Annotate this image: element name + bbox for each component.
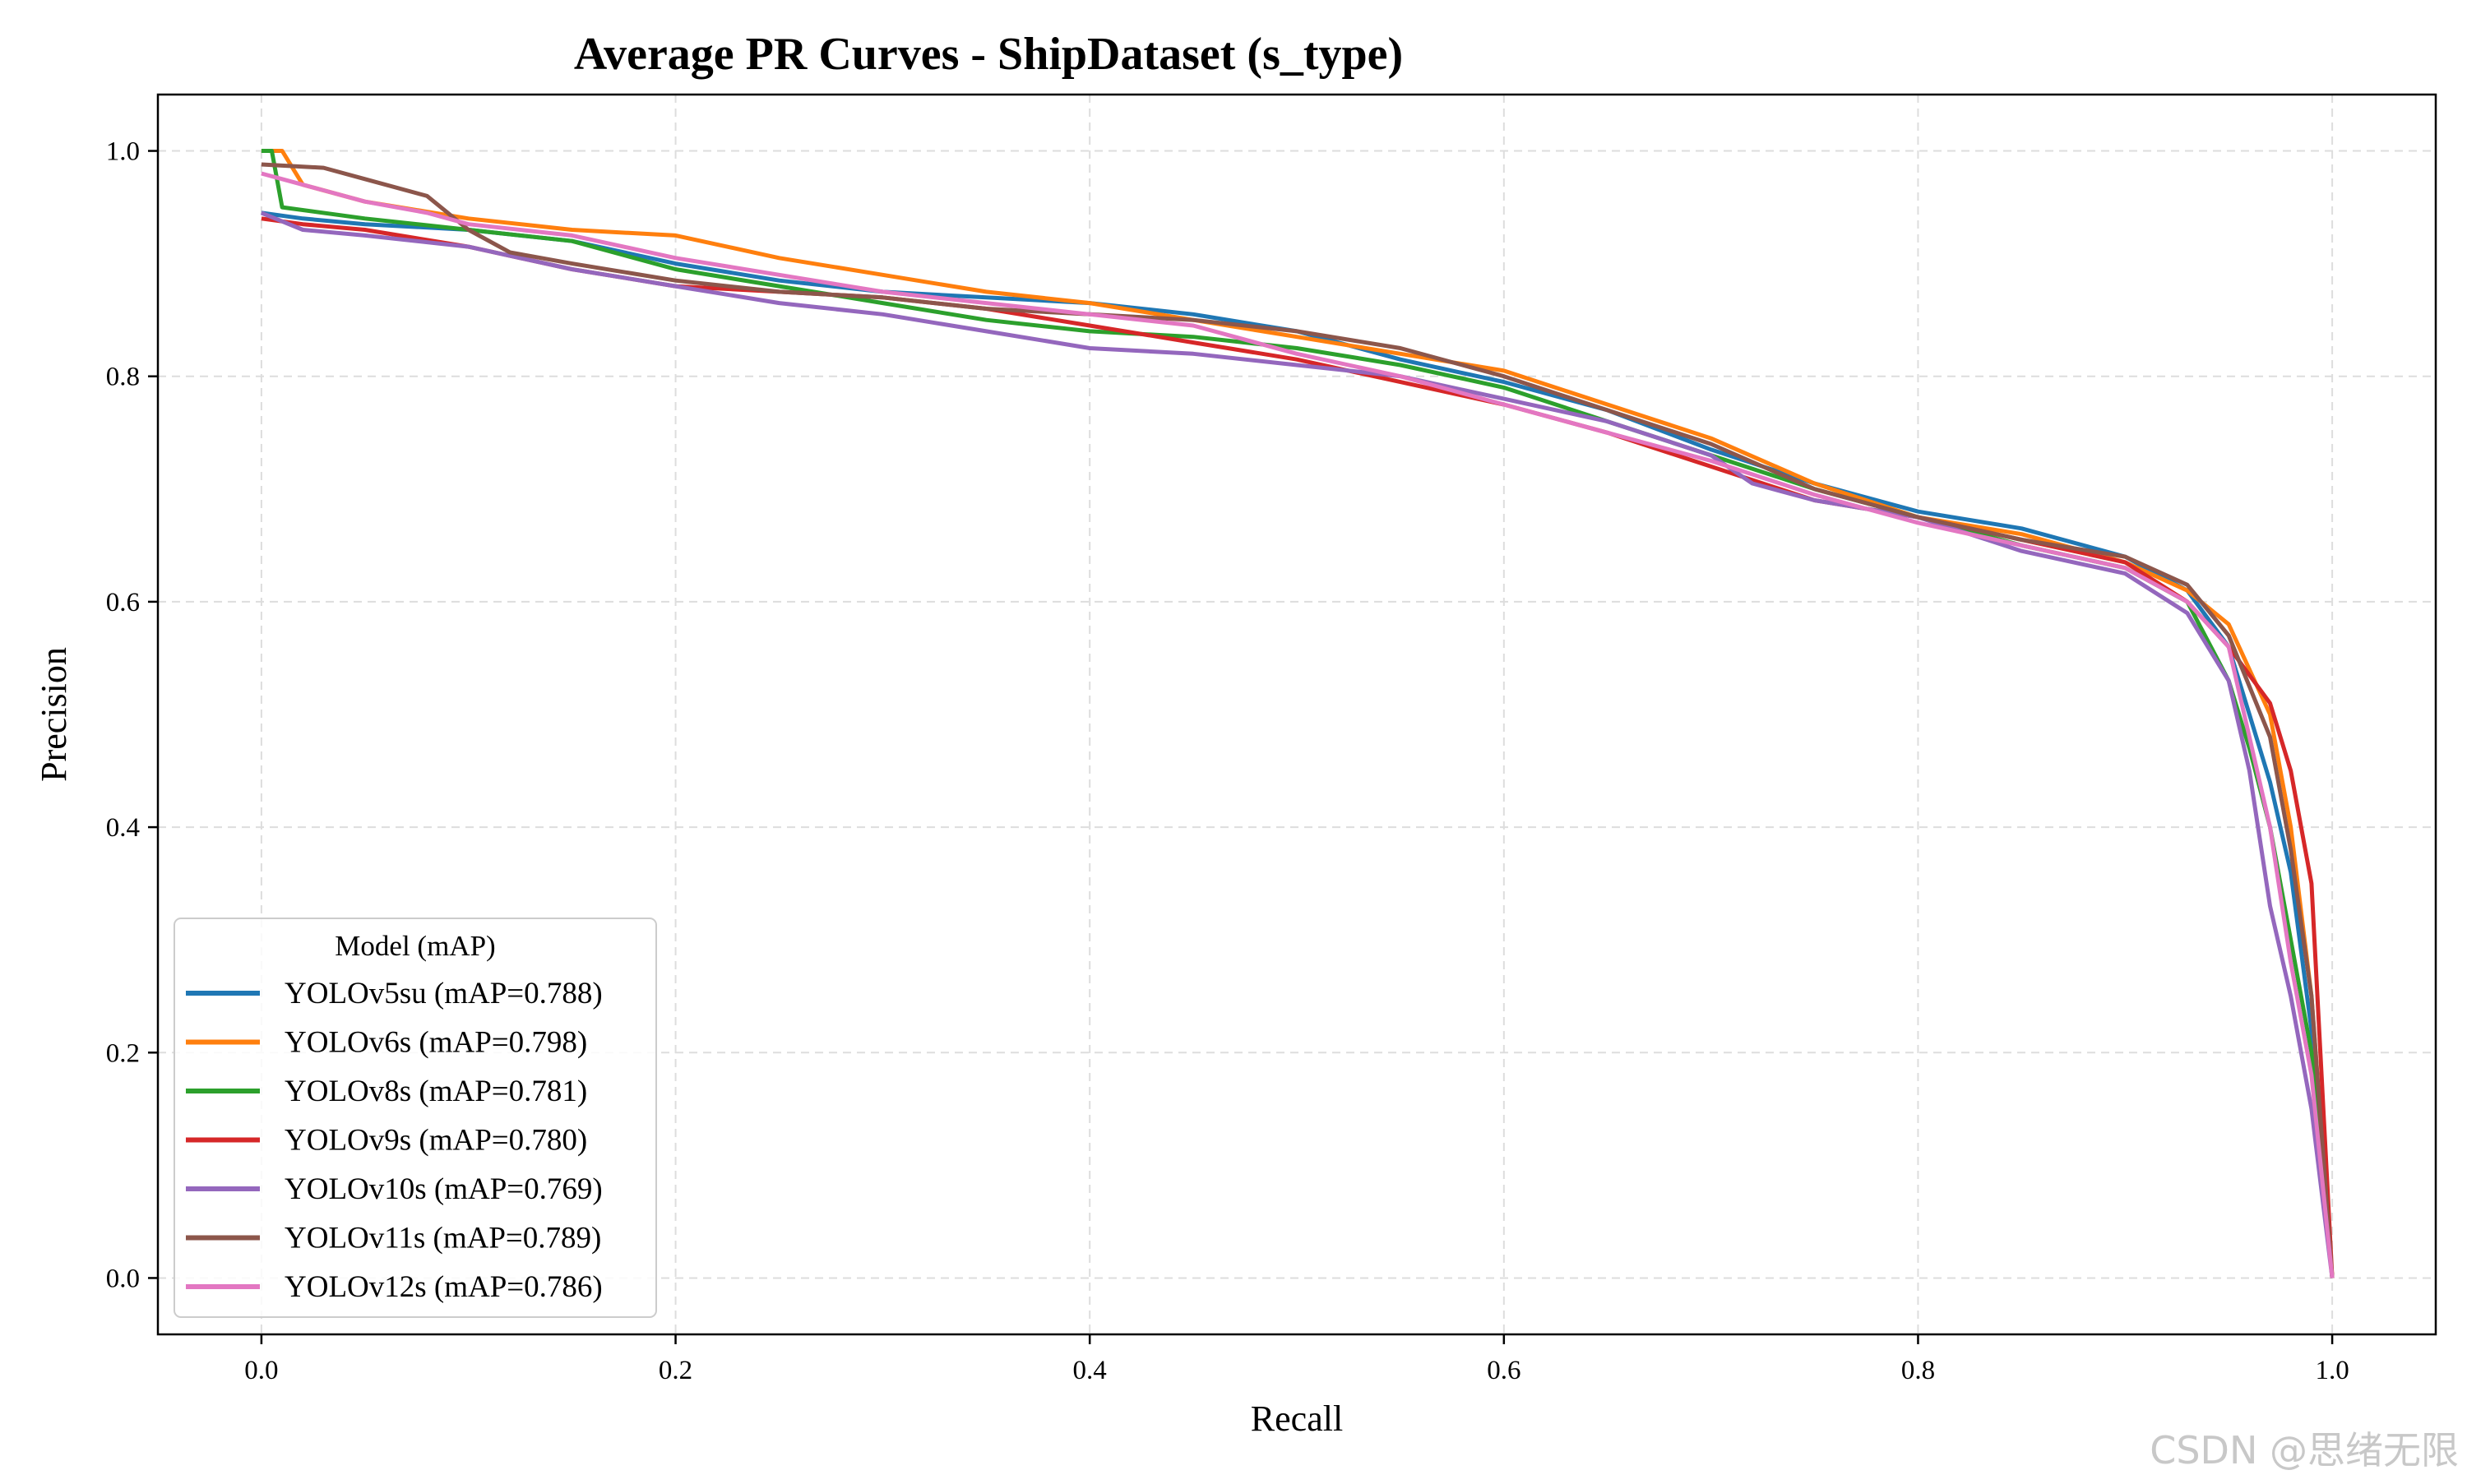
legend-label: YOLOv5su (mAP=0.788) <box>285 977 603 1010</box>
legend-label: YOLOv6s (mAP=0.798) <box>285 1026 587 1060</box>
x-axis-label: Recall <box>1251 1398 1343 1439</box>
x-tick-label: 0.8 <box>1901 1356 1935 1385</box>
y-tick-label: 0.8 <box>106 363 140 392</box>
series-layer <box>260 149 2335 1278</box>
series-line-6 <box>261 162 2335 1278</box>
watermark: CSDN @思绪无限 <box>2150 1428 2459 1472</box>
axis-ticks: 0.0 0.2 0.4 0.6 0.8 1.0 0.0 0.2 0.4 0.6 0.8 1.0 <box>106 137 2349 1385</box>
x-tick-label: 0.0 <box>244 1356 278 1385</box>
x-tick-label: 0.4 <box>1073 1356 1107 1385</box>
legend-label: YOLOv11s (mAP=0.789) <box>285 1222 601 1255</box>
y-tick-label: 0.4 <box>106 813 140 843</box>
legend: Model (mAP) YOLOv5su (mAP=0.788) YOLOv6s … <box>174 918 657 1318</box>
legend-item: YOLOv12s (mAP=0.786) <box>186 1270 603 1304</box>
legend-label: YOLOv8s (mAP=0.781) <box>285 1075 587 1108</box>
y-tick-label: 0.2 <box>106 1038 140 1068</box>
legend-label: YOLOv9s (mAP=0.780) <box>285 1124 587 1158</box>
legend-item: YOLOv8s (mAP=0.781) <box>186 1075 587 1108</box>
series-line-5 <box>260 210 2335 1278</box>
legend-label: YOLOv10s (mAP=0.769) <box>285 1172 603 1206</box>
y-tick-label: 1.0 <box>106 137 140 167</box>
x-tick-label: 0.6 <box>1487 1356 1520 1385</box>
legend-item: YOLOv10s (mAP=0.769) <box>186 1172 603 1206</box>
legend-label: YOLOv12s (mAP=0.786) <box>285 1270 603 1304</box>
legend-box <box>174 918 657 1318</box>
y-axis-label: Precision <box>34 647 74 782</box>
legend-item: YOLOv9s (mAP=0.780) <box>186 1124 587 1158</box>
chart-title: Average PR Curves - ShipDataset (s_type) <box>574 29 1403 80</box>
legend-item: YOLOv11s (mAP=0.789) <box>186 1222 601 1255</box>
y-tick-label: 0.0 <box>106 1264 140 1293</box>
series-line-2 <box>261 149 2335 1278</box>
series-line-7 <box>261 171 2335 1278</box>
y-tick-label: 0.6 <box>106 588 140 617</box>
legend-items: YOLOv5su (mAP=0.788) YOLOv6s (mAP=0.798) Y… <box>186 977 603 1304</box>
plot-frame <box>156 93 2437 1336</box>
legend-title: Model (mAP) <box>335 930 495 962</box>
x-tick-label: 0.2 <box>659 1356 692 1385</box>
series-line-3 <box>261 149 2335 1278</box>
legend-item: YOLOv5su (mAP=0.788) <box>186 977 603 1010</box>
x-tick-label: 1.0 <box>2315 1356 2349 1385</box>
legend-item: YOLOv6s (mAP=0.798) <box>186 1026 587 1060</box>
